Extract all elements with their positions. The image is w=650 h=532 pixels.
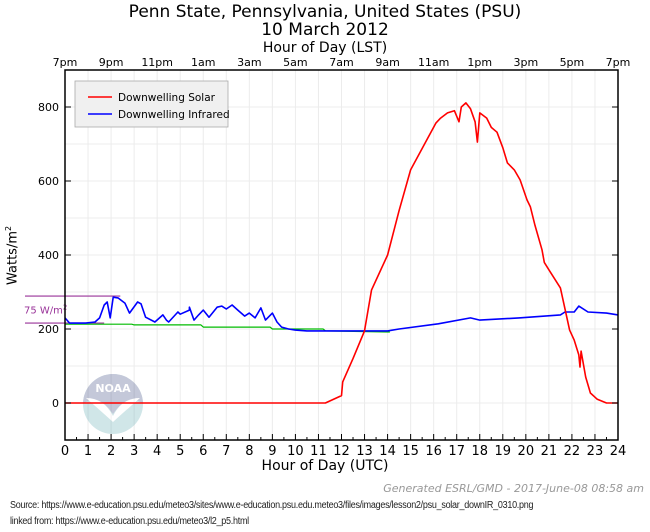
x-axis-ticks: 0 1 2 3 4 5 6 7 8 9 10 11 12 13 14 15 16 17 18 19 20 21 22 23 24… — [53, 56, 631, 459]
x-tick-label: 16 — [425, 444, 442, 459]
series-line-reference — [65, 323, 390, 333]
annotation-label: 75 W/m2 — [24, 304, 67, 317]
annotation: 75 W/m2 — [24, 295, 121, 324]
noaa-watermark: NOAA — [83, 374, 143, 434]
top-x-tick-label: 11pm — [141, 56, 173, 69]
y-tick-label: 800 — [38, 101, 59, 114]
x-tick-label: 22 — [564, 444, 581, 459]
x-tick-label: 18 — [471, 444, 488, 459]
legend-label: Downwelling Solar — [118, 92, 216, 104]
y-axis-ticks: 0 200 400 600 800 — [38, 101, 618, 410]
top-x-tick-label: 7am — [329, 56, 353, 69]
x-tick-label: 2 — [107, 444, 115, 459]
x-tick-label: 12 — [333, 444, 350, 459]
x-tick-label: 15 — [402, 444, 419, 459]
x-tick-label: 14 — [379, 444, 396, 459]
x-axis-label: Hour of Day (UTC) — [261, 458, 389, 474]
x-tick-label: 21 — [541, 444, 558, 459]
chart-subtitle: 10 March 2012 — [261, 20, 389, 40]
top-x-tick-label: 9am — [375, 56, 399, 69]
linked-line: linked from: https://www.e-education.psu… — [10, 516, 249, 527]
top-x-tick-label: 7pm — [606, 56, 631, 69]
noaa-logo-bird — [86, 398, 140, 422]
series-line-downwelling-infrared — [64, 296, 619, 332]
top-x-tick-label: 5pm — [560, 56, 585, 69]
legend-label: Downwelling Infrared — [118, 109, 230, 121]
x-tick-label: 23 — [587, 444, 604, 459]
series-lines — [64, 102, 619, 404]
x-tick-label: 20 — [518, 444, 535, 459]
y-tick-label: 200 — [38, 323, 59, 336]
x-tick-label: 17 — [448, 444, 465, 459]
x-tick-label: 4 — [153, 444, 161, 459]
x-tick-label: 0 — [61, 444, 69, 459]
top-axis-label: Hour of Day (LST) — [262, 40, 388, 56]
x-tick-label: 24 — [610, 444, 627, 459]
noaa-logo-text: NOAA — [95, 382, 131, 395]
x-tick-label: 7 — [222, 444, 230, 459]
top-x-tick-label: 3pm — [513, 56, 538, 69]
legend-box — [74, 80, 229, 128]
noaa-logo-top — [83, 374, 143, 414]
top-x-tick-label: 1pm — [467, 56, 492, 69]
x-tick-label: 3 — [130, 444, 138, 459]
top-x-tick-label: 1am — [191, 56, 215, 69]
x-tick-label: 5 — [176, 444, 184, 459]
top-x-tick-label: 11am — [418, 56, 449, 69]
top-x-tick-label: 3am — [237, 56, 261, 69]
y-tick-label: 0 — [52, 397, 59, 410]
x-tick-label: 11 — [310, 444, 327, 459]
noaa-logo-circle — [83, 374, 143, 434]
x-tick-label: 1 — [84, 444, 92, 459]
x-tick-label: 8 — [245, 444, 253, 459]
generated-note: Generated ESRL/GMD - 2017-June-08 08:58 … — [383, 482, 644, 495]
chart-svg: NOAA 75 W/m2 0 1 2 3 4 5 6 7 8 9 10 11 12 13 14 15 16 17 1… — [24, 56, 631, 459]
top-x-tick-label: 7pm — [53, 56, 78, 69]
source-line: Source: https://www.e-education.psu.edu/… — [10, 500, 534, 511]
x-tick-label: 6 — [199, 444, 207, 459]
x-tick-label: 19 — [495, 444, 512, 459]
y-tick-label: 600 — [38, 175, 59, 188]
series-line-downwelling-solar — [65, 102, 618, 404]
x-tick-label: 13 — [356, 444, 373, 459]
top-x-tick-label: 5am — [283, 56, 307, 69]
x-tick-label: 10 — [287, 444, 304, 459]
chart-title: Penn State, Pennsylvania, United States … — [128, 2, 522, 22]
annotation-label-text: 75 W/m — [24, 306, 63, 317]
x-tick-label: 9 — [268, 444, 276, 459]
y-tick-label: 400 — [38, 249, 59, 262]
legend: Downwelling Solar Downwelling Infrared — [74, 80, 230, 128]
top-x-tick-label: 9pm — [99, 56, 124, 69]
